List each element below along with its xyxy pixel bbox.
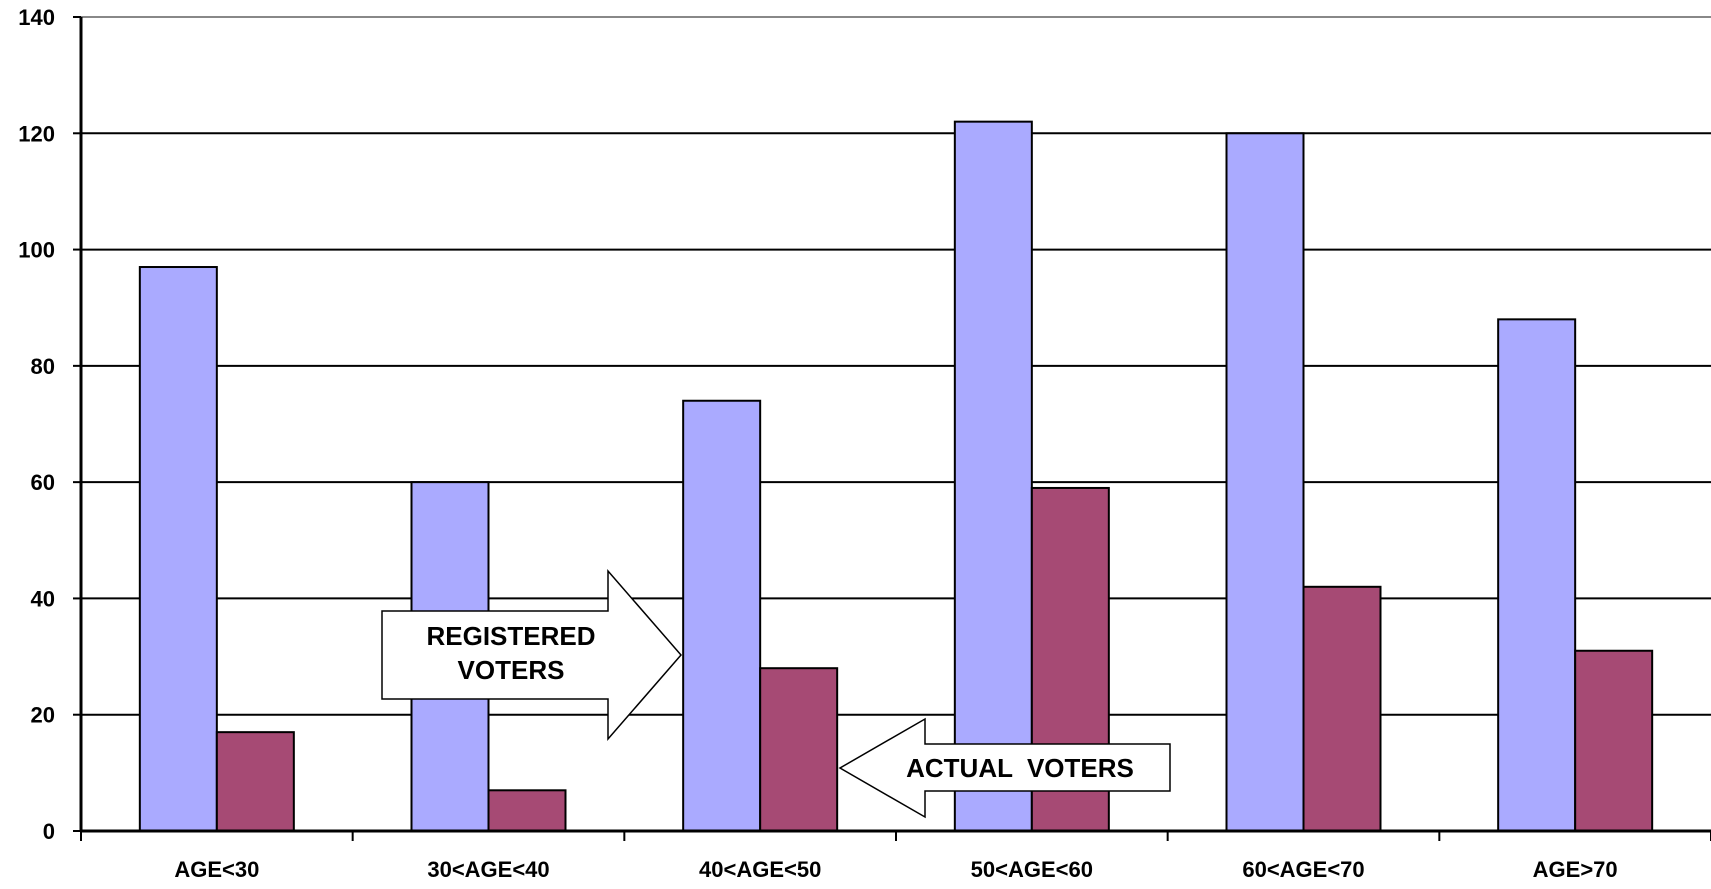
x-tick-label: 60<AGE<70 <box>1242 857 1364 882</box>
x-tick-label: AGE>70 <box>1533 857 1618 882</box>
y-tick-label: 100 <box>18 238 55 263</box>
bar-series-1 <box>138 266 218 832</box>
bar-series-1 <box>1225 132 1305 833</box>
y-tick-label: 40 <box>31 586 55 611</box>
y-tick-labels: 0 20 40 60 80 100 120 140 <box>18 5 55 844</box>
x-tick-label: 50<AGE<60 <box>971 857 1093 882</box>
actual-voters-callout: ACTUAL VOTERS <box>838 717 1171 819</box>
y-tick-label: 140 <box>18 5 55 30</box>
y-tick-label: 120 <box>18 121 55 146</box>
bar-series-2 <box>1574 649 1654 832</box>
actual-voters-label: ACTUAL VOTERS <box>906 753 1134 783</box>
registered-voters-label-line2: VOTERS <box>458 655 565 685</box>
registered-voters-arrow <box>381 568 682 742</box>
gridlines <box>81 16 1711 716</box>
x-tick-label: AGE<30 <box>174 857 259 882</box>
actual-voters-arrow <box>838 717 1171 819</box>
bars <box>138 120 1654 833</box>
axes <box>73 16 1711 841</box>
y-tick-label: 0 <box>43 819 55 844</box>
y-tick-label: 60 <box>31 470 55 495</box>
bar-series-1 <box>953 120 1033 832</box>
bar-series-2 <box>215 731 295 833</box>
x-tick-label: 40<AGE<50 <box>699 857 821 882</box>
x-tick-labels: AGE<30 30<AGE<40 40<AGE<50 50<AGE<60 60<AGE<… <box>174 857 1617 882</box>
registered-voters-callout: REGISTERED VOTERS <box>381 568 682 742</box>
bar-series-1 <box>682 399 762 832</box>
bar-series-1 <box>1497 318 1577 832</box>
bar-series-2 <box>759 667 839 833</box>
registered-voters-label-line1: REGISTERED <box>426 621 595 651</box>
y-tick-label: 20 <box>31 703 55 728</box>
y-tick-label: 80 <box>31 354 55 379</box>
bar-series-2 <box>1302 585 1382 832</box>
bar-series-2 <box>487 789 567 832</box>
x-tick-label: 30<AGE<40 <box>427 857 549 882</box>
